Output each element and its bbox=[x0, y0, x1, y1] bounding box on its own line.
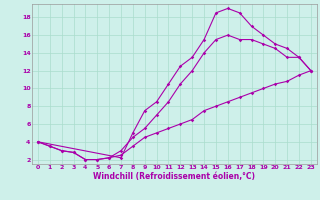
X-axis label: Windchill (Refroidissement éolien,°C): Windchill (Refroidissement éolien,°C) bbox=[93, 172, 255, 181]
